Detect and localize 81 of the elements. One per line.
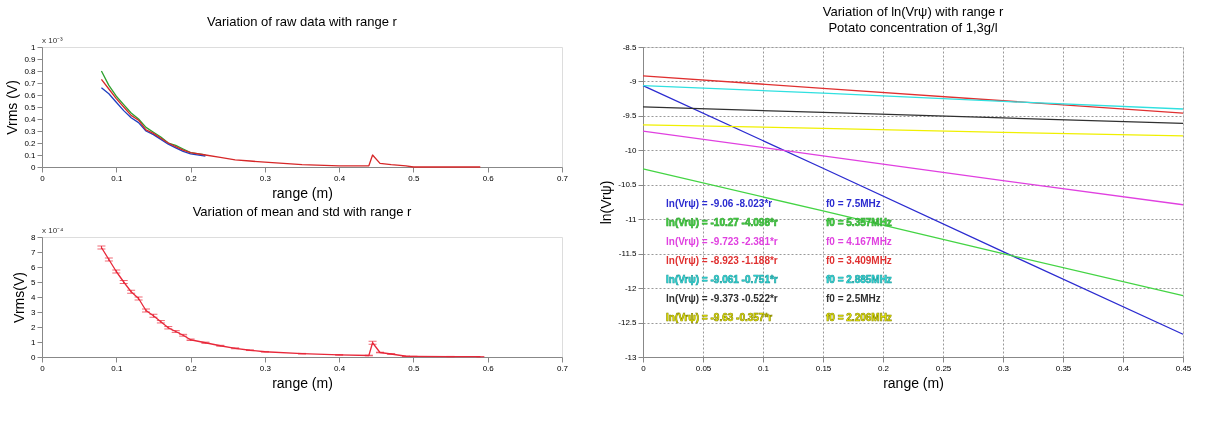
y-tick-label: 6 bbox=[31, 262, 37, 272]
y-tick-label: 0.8 bbox=[24, 66, 37, 76]
y-tick-label: 0.2 bbox=[24, 138, 37, 148]
x-tick-label: 0.1 bbox=[111, 363, 123, 373]
y-tick-label: 0.1 bbox=[24, 150, 37, 160]
y-tick-label: -12.5 bbox=[618, 318, 638, 328]
x-axis-title: range (m) bbox=[272, 374, 333, 391]
y-axis-title: Vrms(V) bbox=[11, 272, 28, 323]
y-tick-label: 1 bbox=[31, 42, 37, 52]
y-tick-label: 0 bbox=[31, 352, 37, 362]
x-tick-label: 0.4 bbox=[1117, 363, 1130, 373]
x-tick-label: 0.4 bbox=[334, 173, 346, 183]
y-tick-label: 7 bbox=[31, 247, 37, 257]
y-tick-label: -10.5 bbox=[618, 180, 638, 190]
y-tick-label: 8 bbox=[31, 232, 37, 242]
y-tick-label: -11.5 bbox=[618, 249, 638, 259]
chart-title: Variation of raw data with range r bbox=[207, 14, 398, 29]
x-tick-label: 0.6 bbox=[482, 173, 495, 183]
y-tick-label: 3 bbox=[31, 307, 37, 317]
x-tick-label: 0.3 bbox=[997, 363, 1010, 373]
x-tick-label: 0.05 bbox=[695, 363, 712, 373]
x-tick-label: 0.7 bbox=[556, 173, 569, 183]
x-tick-label: 0.35 bbox=[1055, 363, 1072, 373]
annotation: f0 = 7.5MHz bbox=[826, 198, 881, 209]
x-tick-label: 0.4 bbox=[334, 363, 346, 373]
x-tick-label: 0.2 bbox=[185, 173, 198, 183]
x-axis-title: range (m) bbox=[272, 184, 333, 201]
x-tick-label: 0.1 bbox=[757, 363, 770, 373]
y-tick-label: -11 bbox=[625, 214, 638, 224]
series-label: ln(Vrψ) = -10.27 -4.098*r bbox=[666, 217, 778, 228]
annotation: f0 = 2.5MHz bbox=[826, 293, 881, 304]
y-tick-label: 0.3 bbox=[24, 126, 37, 136]
x-tick-label: 0.5 bbox=[408, 173, 421, 183]
annotation: f0 = 4.167MHz bbox=[826, 236, 892, 247]
x-tick-label: 0.2 bbox=[877, 363, 890, 373]
x-tick-label: 0.7 bbox=[556, 363, 569, 373]
x-axis-title: range (m) bbox=[883, 374, 944, 391]
y-tick-label: 0.6 bbox=[24, 90, 37, 100]
y-tick-label: -8.5 bbox=[622, 42, 638, 52]
x-tick-label: 0.6 bbox=[482, 363, 495, 373]
y-tick-label: 0.5 bbox=[24, 102, 37, 112]
x-tick-label: 0 bbox=[40, 173, 46, 183]
y-tick-label: 4 bbox=[31, 292, 37, 302]
y-tick-label: 2 bbox=[31, 322, 37, 332]
y-tick-label: 0 bbox=[31, 162, 37, 172]
x-tick-label: 0.25 bbox=[935, 363, 952, 373]
y-tick-label: -13 bbox=[624, 352, 638, 362]
y-tick-label: 0.7 bbox=[24, 78, 37, 88]
x-tick-label: 0 bbox=[40, 363, 46, 373]
x-tick-label: 0.3 bbox=[259, 363, 272, 373]
text: ln(Vrψ) = -8.923 -1.188*r bbox=[666, 255, 778, 266]
x-tick-label: 0.5 bbox=[408, 363, 421, 373]
x-tick-label: 0.15 bbox=[815, 363, 832, 373]
chart-title: Variation of mean and std with range r bbox=[192, 204, 413, 219]
x-tick-label: 0.45 bbox=[1175, 363, 1192, 373]
text: x 10⁻⁴ bbox=[42, 226, 65, 235]
text: ln(Vrψ) = -9.061 -0.751*r bbox=[666, 274, 778, 285]
x-tick-label: 0 bbox=[641, 363, 647, 373]
y-tick-label: -10 bbox=[624, 145, 638, 155]
chart-title: Variation of ln(Vrψ) with range r bbox=[822, 4, 1004, 19]
annotation: f0 = 3.409MHz bbox=[826, 255, 892, 266]
y-tick-label: 5 bbox=[31, 277, 37, 287]
y-tick-label: 0.9 bbox=[24, 54, 37, 64]
text: ln(Vrψ) = -9.723 -2.381*r bbox=[666, 236, 778, 247]
annotation: f0 = 2.206MHz bbox=[826, 312, 892, 323]
y-tick-label: -9.5 bbox=[622, 111, 638, 121]
text: x 10⁻³ bbox=[42, 36, 64, 45]
y-tick-label: 0.4 bbox=[24, 114, 37, 124]
x-tick-label: 0.3 bbox=[259, 173, 272, 183]
annotation: f0 = 2.885MHz bbox=[826, 274, 892, 285]
x-tick-label: 0.1 bbox=[111, 173, 123, 183]
text: ln(Vrψ) = -9.06 -8.023*r bbox=[666, 198, 773, 209]
y-tick-label: -9 bbox=[629, 76, 638, 86]
y-tick-label: 1 bbox=[31, 337, 37, 347]
text: ln(Vrψ) = -9.63 -0.357*r bbox=[666, 312, 773, 323]
text: ln(Vrψ) = -9.373 -0.522*r bbox=[666, 293, 778, 304]
y-axis-title: ln(Vrψ) bbox=[598, 180, 615, 225]
y-tick-label: -12 bbox=[624, 283, 638, 293]
x-tick-label: 0.2 bbox=[185, 363, 198, 373]
y-axis-title: Vrms (V) bbox=[4, 80, 21, 135]
chart-subtitle: Potato concentration of 1,3g/l bbox=[828, 20, 998, 35]
